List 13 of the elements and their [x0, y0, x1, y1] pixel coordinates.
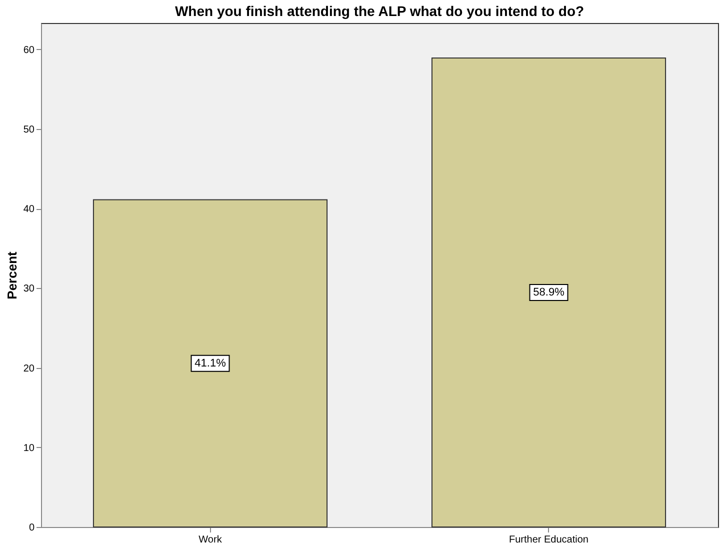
y-tick-label: 10 [23, 442, 35, 454]
text: 58.9% [533, 286, 564, 299]
y-tick-label: 0 [28, 522, 35, 534]
chart-title: When you finish attending the ALP what do you intend to do? [174, 3, 584, 19]
text: 41.1% [194, 357, 226, 370]
y-tick-label: 20 [23, 363, 35, 374]
y-tick-label: 40 [23, 204, 35, 216]
y-tick-label: 50 [23, 124, 35, 136]
y-tick-label: 60 [23, 44, 35, 56]
x-tick-label: Work [198, 534, 223, 546]
y-axis-title: Percent [4, 250, 20, 300]
x-tick-label: Further Education [509, 534, 588, 546]
y-tick-label: 30 [23, 284, 35, 295]
